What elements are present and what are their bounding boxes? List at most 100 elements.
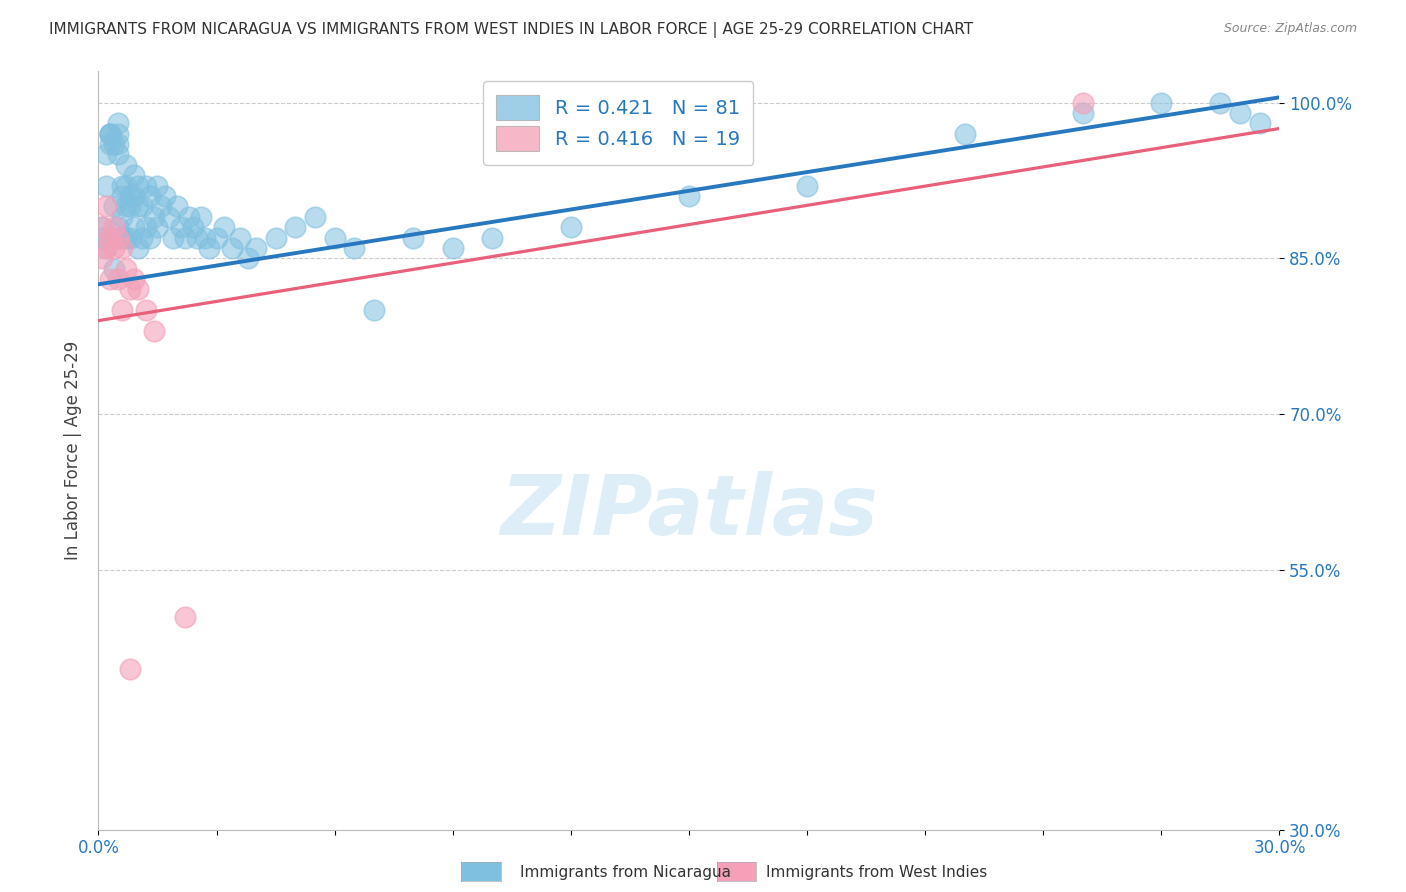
Point	[162, 230, 184, 244]
Point	[91, 220, 114, 235]
Point	[127, 241, 149, 255]
Text: Immigrants from West Indies: Immigrants from West Indies	[766, 865, 987, 880]
Point	[96, 199, 118, 213]
Point	[177, 210, 200, 224]
Point	[115, 199, 138, 213]
Point	[103, 137, 125, 152]
Point	[186, 230, 208, 244]
Point	[343, 241, 366, 255]
Point	[98, 230, 121, 244]
Point	[122, 189, 145, 203]
Point	[103, 261, 125, 276]
Point	[111, 303, 134, 318]
Point	[197, 241, 219, 255]
Point	[127, 178, 149, 193]
Point	[96, 241, 118, 255]
Point	[103, 199, 125, 213]
Text: ZIPatlas: ZIPatlas	[501, 471, 877, 551]
Point	[560, 220, 582, 235]
Point	[103, 220, 125, 235]
Point	[402, 230, 425, 244]
Point	[135, 303, 157, 318]
Point	[122, 220, 145, 235]
Point	[98, 137, 121, 152]
Point	[174, 609, 197, 624]
Point	[221, 241, 243, 255]
Point	[1209, 95, 1232, 110]
Point	[214, 220, 236, 235]
Point	[115, 158, 138, 172]
Point	[107, 147, 129, 161]
Point	[111, 189, 134, 203]
Point	[98, 272, 121, 286]
Point	[245, 241, 267, 255]
Point	[122, 168, 145, 182]
Point	[142, 210, 165, 224]
Point	[107, 272, 129, 286]
Text: IMMIGRANTS FROM NICARAGUA VS IMMIGRANTS FROM WEST INDIES IN LABOR FORCE | AGE 25: IMMIGRANTS FROM NICARAGUA VS IMMIGRANTS …	[49, 22, 973, 38]
Point	[953, 127, 976, 141]
Point	[118, 283, 141, 297]
Point	[131, 199, 153, 213]
Point	[146, 220, 169, 235]
Point	[146, 178, 169, 193]
Point	[181, 220, 204, 235]
Point	[111, 178, 134, 193]
Point	[111, 241, 134, 255]
Point	[170, 220, 193, 235]
Point	[118, 199, 141, 213]
Point	[111, 230, 134, 244]
Point	[138, 189, 160, 203]
Point	[229, 230, 252, 244]
Point	[138, 230, 160, 244]
Point	[150, 199, 173, 213]
Point	[441, 241, 464, 255]
Legend: R = 0.421   N = 81, R = 0.416   N = 19: R = 0.421 N = 81, R = 0.416 N = 19	[482, 81, 754, 165]
Point	[115, 261, 138, 276]
Point	[678, 189, 700, 203]
Point	[157, 210, 180, 224]
Point	[363, 303, 385, 318]
Point	[98, 127, 121, 141]
Point	[118, 230, 141, 244]
Point	[142, 324, 165, 338]
Point	[284, 220, 307, 235]
Point	[1150, 95, 1173, 110]
Point	[236, 252, 259, 266]
Point	[1071, 95, 1094, 110]
Point	[107, 230, 129, 244]
Point	[190, 210, 212, 224]
Point	[194, 230, 217, 244]
Point	[122, 272, 145, 286]
Point	[205, 230, 228, 244]
Point	[115, 178, 138, 193]
Point	[91, 230, 114, 244]
Point	[127, 283, 149, 297]
Point	[481, 230, 503, 244]
Point	[174, 230, 197, 244]
Point	[118, 662, 141, 676]
Point	[91, 252, 114, 266]
Point	[91, 220, 114, 235]
Point	[107, 127, 129, 141]
Point	[96, 241, 118, 255]
Point	[98, 127, 121, 141]
Point	[107, 220, 129, 235]
Point	[135, 178, 157, 193]
Point	[264, 230, 287, 244]
Point	[1249, 116, 1271, 130]
Point	[111, 210, 134, 224]
Point	[155, 189, 177, 203]
Point	[107, 137, 129, 152]
Point	[1071, 106, 1094, 120]
Point	[796, 178, 818, 193]
Point	[304, 210, 326, 224]
Point	[103, 230, 125, 244]
Point	[96, 147, 118, 161]
Y-axis label: In Labor Force | Age 25-29: In Labor Force | Age 25-29	[63, 341, 82, 560]
Point	[103, 241, 125, 255]
Point	[1229, 106, 1251, 120]
Point	[98, 127, 121, 141]
Text: Source: ZipAtlas.com: Source: ZipAtlas.com	[1223, 22, 1357, 36]
Point	[131, 230, 153, 244]
